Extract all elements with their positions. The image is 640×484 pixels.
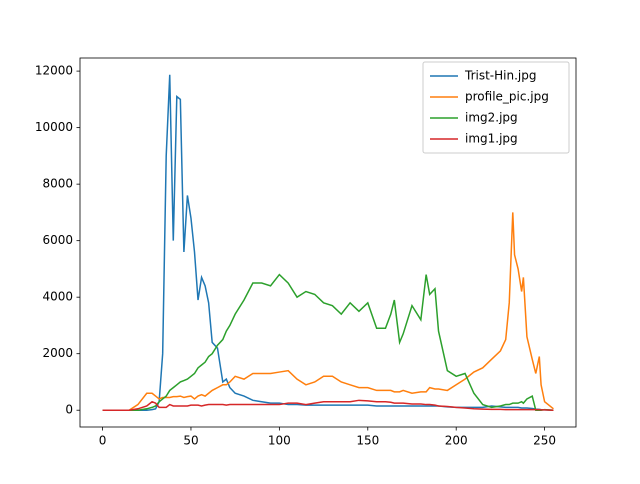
series-line bbox=[102, 273, 554, 411]
y-tick-label: 12000 bbox=[35, 64, 73, 78]
legend-label: profile_pic.jpg bbox=[465, 90, 549, 104]
y-tick-label: 4000 bbox=[42, 290, 73, 304]
series-line bbox=[102, 74, 554, 411]
series-line bbox=[102, 212, 554, 411]
legend-label: Trist-Hin.jpg bbox=[464, 69, 536, 83]
legend-box bbox=[422, 61, 570, 154]
y-tick-label: 0 bbox=[65, 403, 73, 417]
x-tick-label: 200 bbox=[445, 434, 468, 448]
x-tick-label: 50 bbox=[183, 434, 198, 448]
y-tick-label: 6000 bbox=[42, 233, 73, 247]
x-tick-label: 150 bbox=[356, 434, 379, 448]
x-tick-label: 0 bbox=[99, 434, 107, 448]
x-tick-label: 250 bbox=[533, 434, 556, 448]
legend-label: img2.jpg bbox=[465, 111, 518, 125]
series-line bbox=[102, 399, 554, 411]
legend-label: img1.jpg bbox=[465, 132, 518, 146]
plot-frame bbox=[79, 57, 577, 428]
x-tick-label: 100 bbox=[268, 434, 291, 448]
y-tick-label: 2000 bbox=[42, 346, 73, 360]
y-tick-label: 8000 bbox=[42, 177, 73, 191]
y-tick-label: 10000 bbox=[35, 120, 73, 134]
